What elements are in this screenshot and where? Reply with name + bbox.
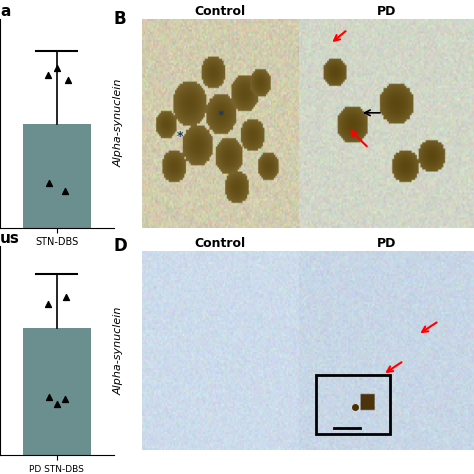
Bar: [316, 374, 390, 434]
Point: [44, 72, 52, 79]
Title: PD: PD: [377, 237, 396, 250]
Point: [61, 187, 69, 194]
Title: Control: Control: [195, 5, 246, 18]
Point: [45, 393, 53, 401]
Text: *: *: [217, 109, 224, 122]
Title: PD: PD: [377, 5, 396, 18]
Point: [53, 64, 61, 72]
Point: [44, 301, 52, 308]
Point: [61, 396, 69, 403]
Bar: [23, 328, 91, 455]
Point: [45, 180, 53, 187]
Text: Alpha-synuclein: Alpha-synuclein: [114, 79, 124, 167]
Text: a: a: [0, 4, 10, 19]
Point: [62, 294, 70, 301]
Text: Alpha-synuclein: Alpha-synuclein: [114, 307, 124, 395]
Bar: [23, 125, 91, 228]
Point: [64, 76, 72, 84]
Text: D: D: [114, 237, 128, 255]
Text: B: B: [114, 10, 127, 28]
Text: us: us: [0, 231, 20, 246]
Title: Control: Control: [195, 237, 246, 250]
Text: *: *: [177, 130, 183, 143]
Point: [53, 400, 61, 408]
